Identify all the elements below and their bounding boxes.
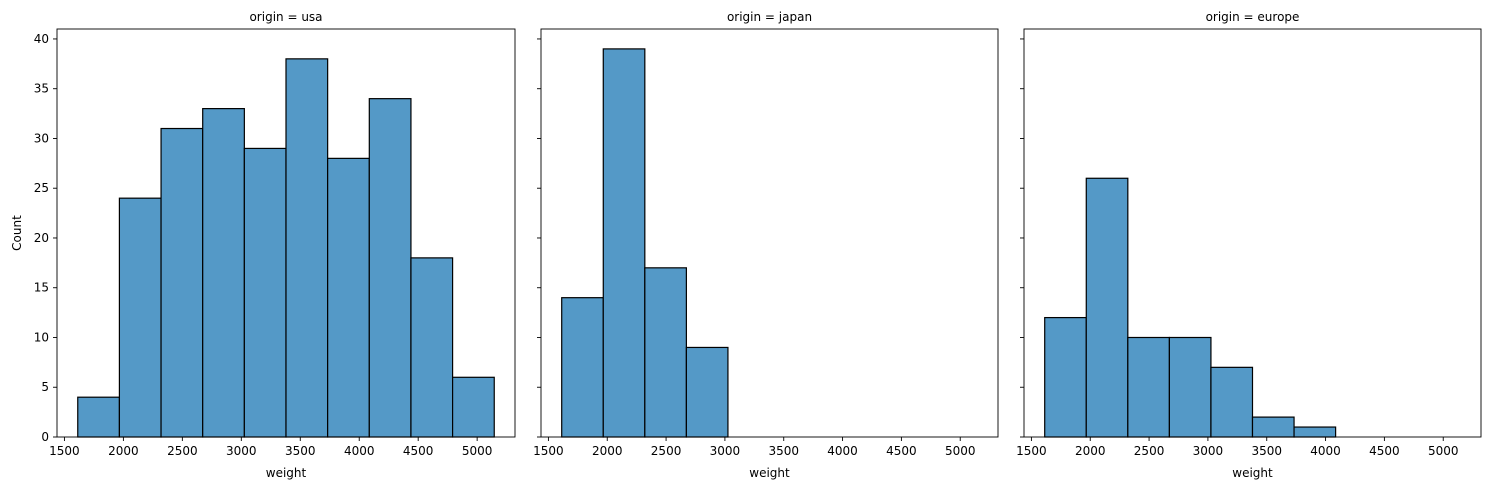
x-axis-label: weight — [1232, 466, 1273, 480]
y-tick-label: 20 — [34, 231, 49, 245]
histogram-bar — [451, 376, 495, 438]
histogram-bar — [368, 98, 412, 438]
axes-frame — [56, 28, 516, 438]
histogram-bar — [644, 267, 687, 438]
histogram-bar — [327, 157, 370, 438]
x-tick-label: 4500 — [886, 444, 917, 458]
x-tick-label: 2000 — [592, 444, 623, 458]
histogram-bar — [118, 197, 162, 438]
x-tick-label: 2000 — [1075, 444, 1106, 458]
x-tick-label: 5000 — [945, 444, 976, 458]
panel-0: 1500 2000 2500 3000 3500 4000 4500 5000 0 5 10 15 20… — [10, 10, 516, 480]
axes-frame — [1023, 28, 1482, 438]
panel-2: 1500 2000 2500 3000 3500 4000 4500 5000 origin =… — [1016, 10, 1482, 480]
histogram-bar — [410, 257, 454, 438]
x-tick-label: 1500 — [533, 444, 564, 458]
x-tick-label: 4500 — [403, 444, 434, 458]
x-tick-label: 3500 — [1251, 444, 1282, 458]
x-tick-label: 3000 — [1193, 444, 1224, 458]
y-tick-label: 25 — [34, 181, 49, 195]
histogram-bar — [1168, 336, 1212, 438]
y-tick-label: 0 — [41, 430, 49, 444]
panel-title: origin = europe — [1206, 10, 1300, 24]
histogram-bar — [1044, 316, 1087, 438]
histogram-bar — [1251, 416, 1295, 438]
x-tick-label: 5000 — [462, 444, 493, 458]
histogram-bar — [561, 297, 604, 438]
histogram-bar — [1085, 177, 1129, 438]
y-tick-label: 35 — [34, 82, 49, 96]
histogram-bar — [1210, 366, 1254, 438]
x-tick-label: 2500 — [651, 444, 682, 458]
x-tick-label: 4000 — [1310, 444, 1341, 458]
x-tick-label: 2500 — [1134, 444, 1165, 458]
x-tick-label: 1500 — [1016, 444, 1047, 458]
histogram-bar — [1293, 426, 1337, 438]
y-tick-label: 5 — [41, 380, 49, 394]
panel-title: origin = usa — [249, 10, 322, 24]
x-axis-label: weight — [749, 466, 790, 480]
x-tick-label: 1500 — [49, 444, 80, 458]
histogram-bar — [243, 147, 287, 438]
x-tick-label: 5000 — [1428, 444, 1459, 458]
y-tick-label: 15 — [34, 281, 49, 295]
x-axis-label: weight — [266, 466, 307, 480]
histogram-bar — [685, 346, 729, 438]
x-tick-label: 4000 — [344, 444, 375, 458]
x-tick-label: 2500 — [167, 444, 198, 458]
x-tick-label: 3500 — [768, 444, 799, 458]
x-tick-label: 3000 — [710, 444, 741, 458]
x-tick-label: 4000 — [827, 444, 858, 458]
panel-1: 1500 2000 2500 3000 3500 4000 4500 5000 origin =… — [533, 10, 999, 480]
histogram-bar — [77, 396, 121, 438]
histogram-bar — [285, 58, 329, 438]
y-tick-label: 40 — [34, 32, 49, 46]
axes-frame — [540, 28, 999, 438]
y-tick-label: 30 — [34, 131, 49, 145]
histogram-bar — [1127, 336, 1170, 438]
y-axis-label: Count — [10, 215, 24, 251]
panel-title: origin = japan — [727, 10, 812, 24]
histogram-bar — [602, 48, 646, 438]
y-tick-label: 10 — [34, 330, 49, 344]
histogram-bar — [202, 108, 245, 438]
x-tick-label: 4500 — [1369, 444, 1400, 458]
histogram-bar — [160, 127, 204, 438]
x-tick-label: 3500 — [285, 444, 316, 458]
x-tick-label: 3000 — [226, 444, 257, 458]
x-tick-label: 2000 — [108, 444, 139, 458]
